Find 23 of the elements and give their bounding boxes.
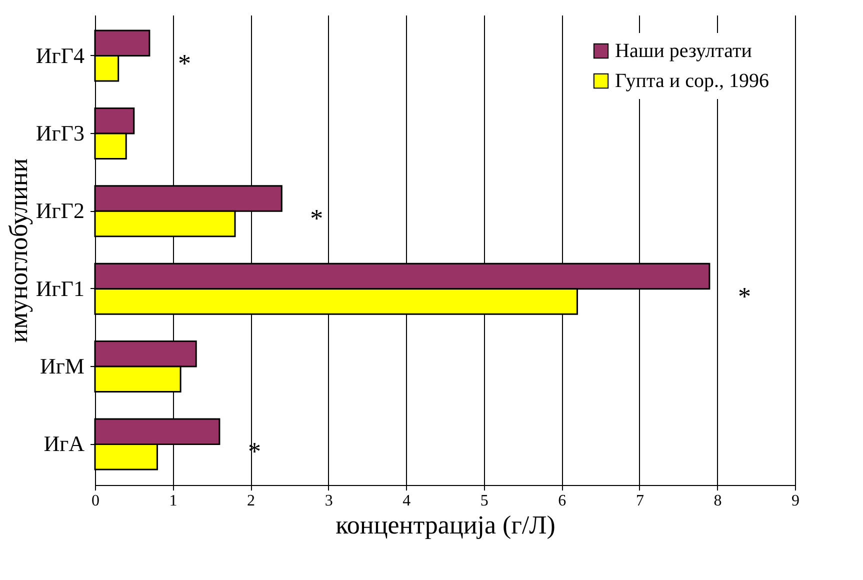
x-tick-label: 4 — [402, 492, 411, 510]
y-tick-label: ИгА — [44, 431, 85, 456]
x-tick-label: 5 — [480, 492, 488, 510]
annotation: * — [738, 282, 751, 311]
y-tick-label: ИгГ3 — [36, 120, 84, 146]
x-tick-label: 8 — [714, 492, 722, 510]
y-tick-label: ИгГ1 — [36, 276, 84, 301]
x-tick-label: 9 — [792, 492, 800, 510]
y-tick-label: ИгМ — [40, 354, 84, 379]
x-tick-label: 0 — [92, 492, 100, 510]
annotation: * — [178, 48, 191, 78]
legend-label: Гупта и сор., 1996 — [615, 70, 769, 92]
x-axis-title: концентрација (г/Л) — [336, 510, 556, 540]
x-tick-label: 6 — [558, 492, 566, 510]
annotation: * — [310, 204, 324, 234]
y-axis-title: имуноглобулини — [4, 158, 33, 343]
x-tick-label: 1 — [169, 492, 178, 510]
legend-label: Наши резултати — [615, 40, 752, 62]
x-tick-label: 7 — [636, 492, 644, 510]
x-tick-label: 2 — [247, 492, 256, 510]
x-tick-label: 3 — [324, 492, 333, 510]
y-tick-label: ИгГ2 — [36, 198, 84, 224]
y-tick-label: ИгГ4 — [36, 42, 84, 68]
